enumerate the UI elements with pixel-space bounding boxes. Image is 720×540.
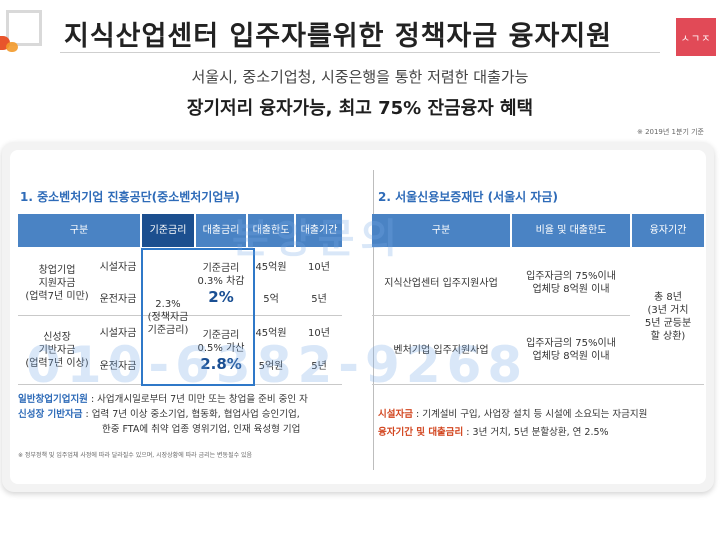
- right-header-ratio: 비율 및 대출한도: [512, 214, 630, 247]
- right-row1-type: 지식산업센터 입주지원사업: [384, 277, 498, 289]
- group-growth-label: 신성장 기반자금 (업력7년 이상): [25, 331, 89, 369]
- group-startup-label: 창업기업 지원자금 (업력7년 미만): [25, 264, 89, 302]
- group-growth-facility: 시설자금: [99, 328, 137, 339]
- group-startup-period-2: 5년: [311, 293, 327, 305]
- left-header-category: 구분: [18, 214, 140, 247]
- left-header-loan-limit: 대출한도: [248, 214, 294, 247]
- group-growth-period-1: 10년: [308, 328, 330, 339]
- left-legend-2: 신성장 기반자금 : 업력 7년 이상 중소기업, 협동화, 협업사업 승인기업…: [18, 409, 300, 420]
- group-startup-rate: 기준금리 0.3% 차감 2%: [196, 254, 246, 314]
- group-growth-period-2: 5년: [311, 361, 327, 372]
- watermark-inquiry: 분양문의: [232, 216, 404, 262]
- right-legend-1: 시설자금 : 기계설비 구입, 사업장 설치 등 시설에 소요되는 자금지원: [378, 409, 648, 420]
- group-growth-rate-note: 기준금리 0.5% 가산: [197, 330, 245, 354]
- title-divider: [60, 52, 660, 53]
- right-row-divider: [372, 315, 630, 316]
- right-table-bottom-line: [372, 384, 704, 385]
- group-growth-limit-2: 5억원: [258, 361, 284, 372]
- right-row2-type: 벤처기업 입주지원사업: [393, 344, 489, 356]
- group-growth-limit-1: 45억원: [255, 328, 287, 339]
- headline: 장기저리 융자가능, 최고 75% 잔금융자 혜택: [186, 98, 534, 119]
- top-bar: 지식산업센터 입주자를위한 정책자금 융자지원 ㅅㄱㅈ: [0, 0, 720, 62]
- right-legend-2: 융자기간 및 대출금리 : 3년 거치, 5년 분할상환, 연 2.5%: [378, 427, 609, 438]
- group-startup-facility: 시설자금: [99, 261, 137, 273]
- page-title: 지식산업센터 입주자를위한 정책자금 융자지원: [64, 21, 612, 52]
- brand-logo: ㅅㄱㅈ: [676, 18, 716, 56]
- right-table: 구분 비율 및 대출한도 융자기간 지식산업센터 입주지원사업 입주자금의 75…: [372, 214, 704, 386]
- left-header-loan-rate: 대출금리: [196, 214, 246, 247]
- corner-frame: [6, 10, 42, 46]
- left-section-title: 1. 중소벤처기업 진흥공단(중소벤처기업부): [20, 190, 240, 204]
- base-rate-cell: 2.3% (정책자금 기준금리): [147, 298, 189, 336]
- left-header-base-rate: 기준금리: [142, 214, 194, 247]
- row-divider: [18, 315, 342, 316]
- group-startup-limit-1: 45억원: [255, 261, 287, 273]
- subtitle: 서울시, 중소기업청, 시중은행을 통한 저렴한 대출가능: [191, 68, 529, 86]
- group-startup-rate-value: 2%: [208, 288, 234, 306]
- right-section-title: 2. 서울신용보증재단 (서울시 자금): [378, 190, 558, 204]
- watermark-phone: 010-6382-9268: [26, 336, 529, 394]
- group-growth-operating: 운전자금: [99, 361, 137, 372]
- content-panel: 1. 중소벤처기업 진흥공단(중소벤처기업부) 구분 기준금리 대출금리 대출한…: [2, 142, 714, 492]
- left-footnote: ※ 정부정책 및 입주업체 사정에 따라 달라질수 있으며, 시장상황에 따라 …: [18, 452, 253, 459]
- left-header-loan-period: 대출기간: [296, 214, 342, 247]
- panel-divider: [373, 170, 374, 470]
- left-table: 구분 기준금리 대출금리 대출한도 대출기간 창업기업 지원자금 (업력7년 미…: [18, 214, 342, 386]
- group-startup-operating: 운전자금: [99, 293, 137, 305]
- right-header-category: 구분: [372, 214, 510, 247]
- right-period-cell: 총 8년 (3년 거치 5년 균등분 할 상환): [644, 292, 692, 342]
- right-header-period: 융자기간: [632, 214, 704, 247]
- group-startup-rate-note: 기준금리 0.3% 차감: [197, 263, 245, 287]
- group-startup-period-1: 10년: [308, 261, 330, 273]
- right-row1-ratio: 입주자금의 75%이내 업체당 8억원 이내: [526, 271, 616, 295]
- left-legend-2-cont: 한중 FTA에 취약 업종 영위기업, 인재 육성형 기업: [102, 424, 301, 435]
- group-startup-limit-2: 5억: [263, 293, 279, 305]
- group-growth-rate-value: 2.8%: [200, 355, 242, 373]
- logo-mark-icon: [0, 34, 20, 56]
- right-row2-ratio: 입주자금의 75%이내 업체당 8억원 이내: [526, 338, 616, 362]
- basis-note: ※ 2019년 1분기 기준: [636, 128, 704, 136]
- highlight-frame: [141, 248, 255, 386]
- group-growth-rate: 기준금리 0.5% 가산 2.8%: [196, 320, 246, 382]
- left-legend-1: 일반창업기업지원 : 사업개시일로부터 7년 미만 또는 창업을 준비 중인 자: [18, 394, 308, 405]
